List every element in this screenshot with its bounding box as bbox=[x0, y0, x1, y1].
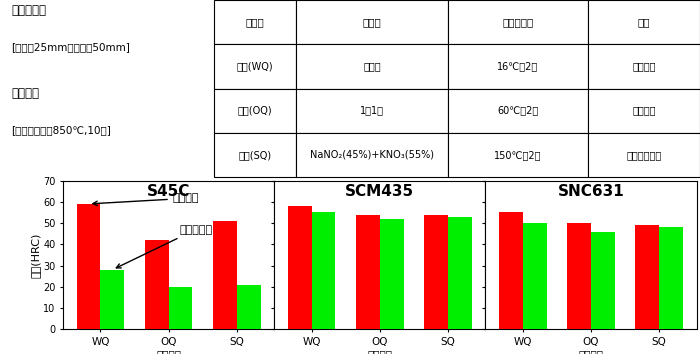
Bar bbox=[296, 0, 448, 44]
Bar bbox=[523, 223, 547, 329]
Text: 強く撹拌: 強く撹拌 bbox=[632, 105, 656, 116]
Text: [中性塩浴にて850℃,10分]: [中性塩浴にて850℃,10分] bbox=[11, 125, 111, 135]
Bar bbox=[588, 0, 700, 44]
Bar bbox=[448, 133, 588, 177]
Bar bbox=[145, 240, 169, 329]
Bar bbox=[296, 133, 448, 177]
Bar bbox=[635, 225, 659, 329]
Bar bbox=[214, 0, 296, 44]
Text: モーター撹拌: モーター撹拌 bbox=[626, 150, 662, 160]
Bar bbox=[356, 215, 380, 329]
Bar bbox=[214, 88, 296, 133]
Text: 150℃，2分: 150℃，2分 bbox=[494, 150, 542, 160]
Text: 撹拌: 撹拌 bbox=[638, 17, 650, 27]
Text: SCM435: SCM435 bbox=[345, 183, 414, 199]
Bar bbox=[288, 206, 312, 329]
Bar bbox=[101, 270, 125, 329]
X-axis label: 冷却方法: 冷却方法 bbox=[578, 350, 603, 354]
Text: [直径：25mm，長さ：50mm]: [直径：25mm，長さ：50mm] bbox=[11, 42, 130, 52]
Bar bbox=[448, 88, 588, 133]
Bar bbox=[296, 44, 448, 88]
Text: 冷却法: 冷却法 bbox=[246, 17, 264, 27]
Text: 1種1号: 1種1号 bbox=[360, 105, 384, 116]
Bar bbox=[499, 212, 523, 329]
Bar bbox=[214, 44, 296, 88]
Bar bbox=[591, 232, 615, 329]
Text: 油冷(OQ): 油冷(OQ) bbox=[237, 105, 272, 116]
Text: 水冷(WQ): 水冷(WQ) bbox=[237, 61, 273, 72]
Text: NaNO₂(45%)+KNO₃(55%): NaNO₂(45%)+KNO₃(55%) bbox=[310, 150, 434, 160]
X-axis label: 冷却方法: 冷却方法 bbox=[368, 350, 392, 354]
Text: 温度，時間: 温度，時間 bbox=[503, 17, 533, 27]
Text: 表面硬さ: 表面硬さ bbox=[93, 193, 200, 206]
Bar bbox=[588, 44, 700, 88]
Bar bbox=[296, 88, 448, 133]
Text: 熱浴(SQ): 熱浴(SQ) bbox=[238, 150, 272, 160]
Bar bbox=[448, 44, 588, 88]
Bar bbox=[567, 223, 591, 329]
Bar bbox=[588, 133, 700, 177]
Text: 水道水: 水道水 bbox=[363, 61, 381, 72]
Text: SNC631: SNC631 bbox=[557, 183, 624, 199]
Text: 強く撹拌: 強く撹拌 bbox=[632, 61, 656, 72]
Text: 中心部硬さ: 中心部硬さ bbox=[116, 224, 212, 268]
Bar bbox=[448, 217, 472, 329]
Bar bbox=[588, 88, 700, 133]
Bar bbox=[380, 219, 404, 329]
Bar bbox=[237, 285, 260, 329]
Bar bbox=[448, 0, 588, 44]
Text: 冷却剤: 冷却剤 bbox=[363, 17, 382, 27]
Text: 試験片寸法: 試験片寸法 bbox=[11, 4, 46, 17]
Y-axis label: 硬さ(HRC): 硬さ(HRC) bbox=[30, 232, 40, 278]
Bar bbox=[169, 287, 192, 329]
Text: 焼入加熱: 焼入加熱 bbox=[11, 87, 39, 100]
Text: S45C: S45C bbox=[147, 183, 190, 199]
Text: 16℃，2分: 16℃，2分 bbox=[497, 61, 538, 72]
X-axis label: 冷却方法: 冷却方法 bbox=[156, 350, 181, 354]
Bar bbox=[659, 227, 683, 329]
Bar bbox=[312, 212, 335, 329]
Bar bbox=[76, 204, 101, 329]
Bar bbox=[213, 221, 237, 329]
Bar bbox=[424, 215, 448, 329]
Bar bbox=[214, 133, 296, 177]
Text: 60℃，2分: 60℃，2分 bbox=[497, 105, 538, 116]
